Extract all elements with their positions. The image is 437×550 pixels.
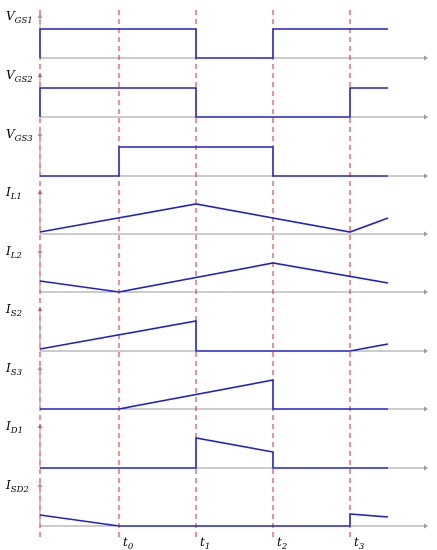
waveform-trace [39,203,389,233]
channel-label: IS2 [5,302,22,319]
time-label-sub: 0 [128,542,134,550]
channel-label: ISD2 [5,478,29,495]
x-axis-arrow [424,55,428,61]
channel-label-sub: GS2 [15,75,33,85]
x-axis-arrow [424,523,428,529]
channel-label-sub: S3 [11,368,22,378]
y-axis-arrow [37,483,43,487]
channel-label-main: I [5,361,11,375]
time-label-main: t [123,535,128,549]
channel-label-sub: GS1 [15,16,33,26]
channel-label-main: I [5,185,11,199]
x-axis-arrow [424,114,428,120]
channel-label-main: I [5,302,11,316]
channel-label: VGS3 [6,127,33,144]
x-axis-arrow [424,465,428,471]
channel-label: ID1 [5,419,23,436]
channel-label-main: I [5,419,11,433]
channel-label-sub: S2 [11,309,22,319]
time-label-sub: 3 [359,542,364,550]
waveform-trace [39,87,388,118]
y-axis-arrow [37,14,43,18]
x-axis-arrow [424,406,428,412]
channel-label: VGS2 [6,68,33,85]
time-label-sub: 2 [281,542,287,550]
x-axis-arrow [424,231,428,237]
x-axis-arrow [424,173,428,179]
time-label: t2 [277,535,287,550]
channel-label-sub: GS3 [15,134,33,144]
channel-label-main: I [5,478,11,492]
channel-label-main: V [6,127,16,141]
y-axis-arrow [37,249,43,253]
waveform-trace [39,262,389,293]
time-label-main: t [277,535,282,549]
channel-label-sub: SD2 [11,485,29,495]
x-axis-arrow [424,348,428,354]
time-label-sub: 1 [205,542,210,550]
channel-label: IL1 [5,185,22,202]
waveform-trace [40,146,388,177]
waveform-trace [39,28,388,59]
channel-label: IL2 [5,244,22,261]
time-label: t1 [200,535,210,550]
channel-label: IS3 [5,361,22,378]
waveform-layer [39,28,389,527]
time-label-main: t [354,535,359,549]
channel-label-main: V [6,9,16,23]
time-marker-layer [39,10,351,540]
x-axis-arrow [424,289,428,295]
time-label: t0 [123,535,134,550]
y-axis-arrow [37,132,43,136]
waveform-trace [40,379,388,410]
channel-label-sub: L2 [10,251,22,261]
waveform-trace [40,437,388,469]
channel-label-main: I [5,244,11,258]
waveform-trace [39,513,389,527]
channel-label-sub: D1 [10,426,23,436]
time-label: t3 [354,535,364,550]
y-axis-arrow [37,366,43,370]
channel-label-sub: L1 [10,192,22,202]
waveform-trace [39,320,389,352]
time-label-main: t [200,535,205,549]
channel-label-main: V [6,68,16,82]
channel-label: VGS1 [6,9,33,26]
